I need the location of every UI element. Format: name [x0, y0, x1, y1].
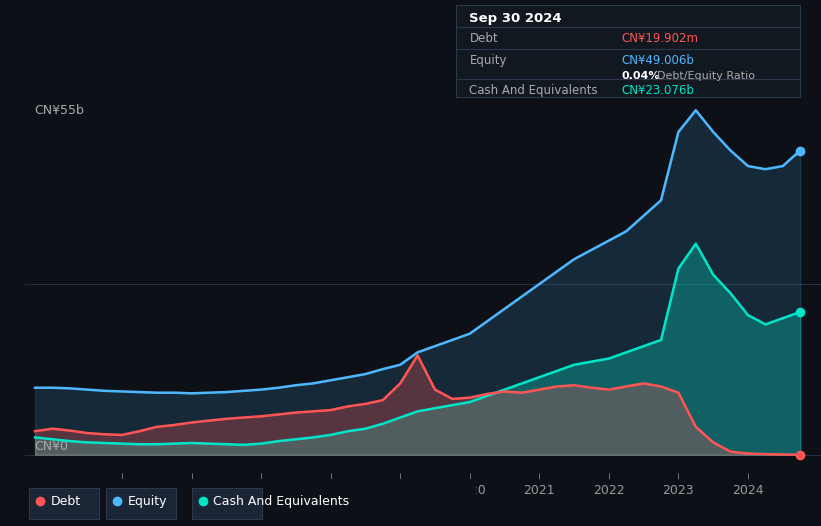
FancyBboxPatch shape — [106, 488, 176, 519]
Text: Debt/Equity Ratio: Debt/Equity Ratio — [658, 70, 755, 80]
FancyBboxPatch shape — [30, 488, 99, 519]
Text: 0.04%: 0.04% — [621, 70, 659, 80]
Text: Debt: Debt — [51, 494, 81, 508]
Text: Debt: Debt — [470, 32, 498, 45]
Text: CN¥49.006b: CN¥49.006b — [621, 54, 694, 67]
Text: CN¥19.902m: CN¥19.902m — [621, 32, 698, 45]
Text: Equity: Equity — [127, 494, 167, 508]
Text: CN¥0: CN¥0 — [34, 440, 68, 452]
Text: Cash And Equivalents: Cash And Equivalents — [213, 494, 350, 508]
Text: CN¥23.076b: CN¥23.076b — [621, 84, 694, 96]
Text: Sep 30 2024: Sep 30 2024 — [470, 12, 562, 25]
FancyBboxPatch shape — [192, 488, 262, 519]
Text: CN¥55b: CN¥55b — [34, 104, 84, 117]
Text: Cash And Equivalents: Cash And Equivalents — [470, 84, 598, 96]
Text: Equity: Equity — [470, 54, 507, 67]
